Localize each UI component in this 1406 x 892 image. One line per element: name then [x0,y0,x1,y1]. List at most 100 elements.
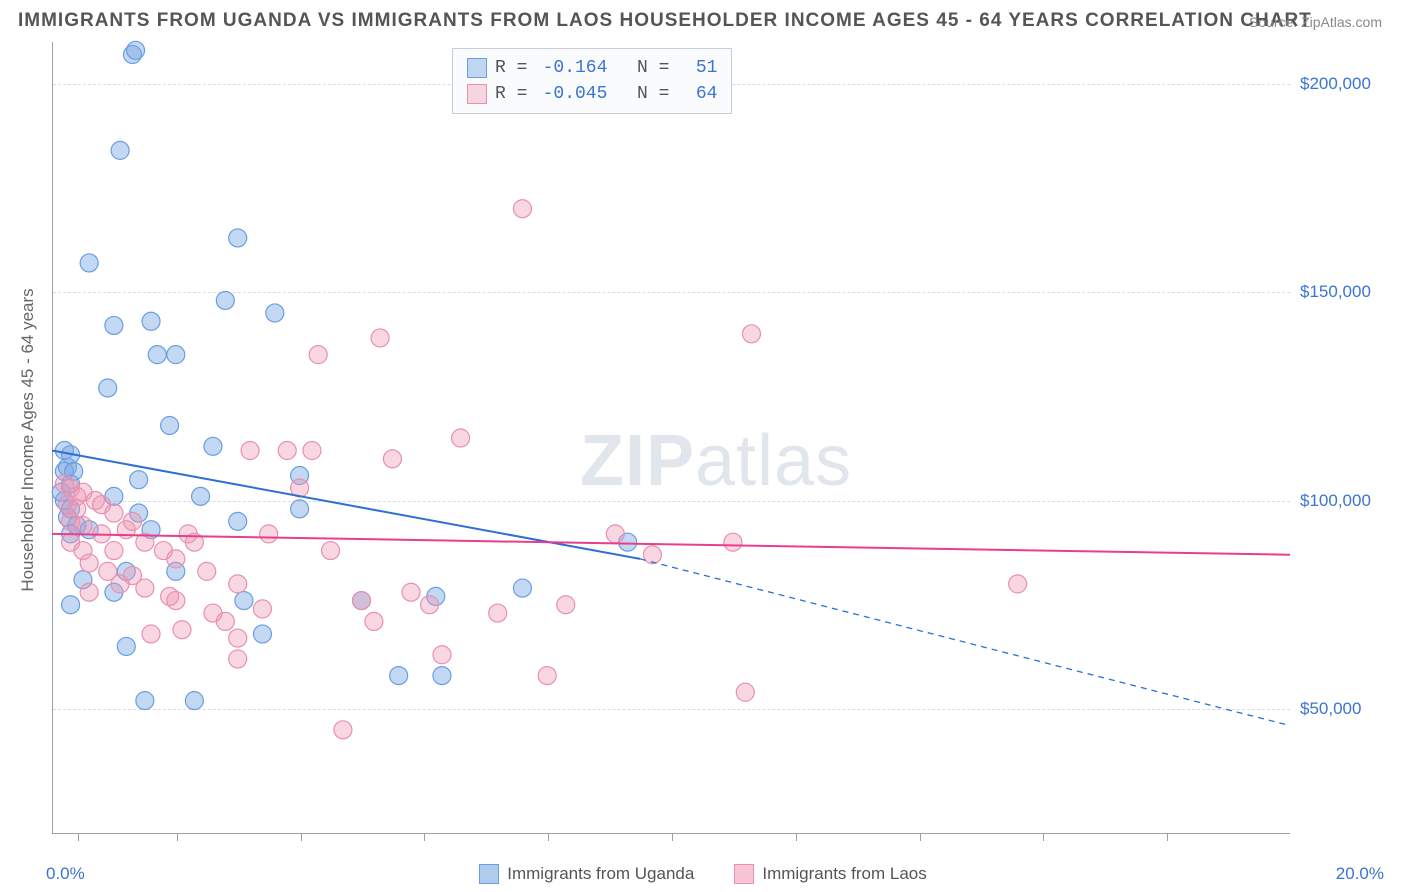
data-point [513,200,531,218]
legend-swatch [467,84,487,104]
data-point [229,512,247,530]
data-point [142,625,160,643]
y-tick-label: $50,000 [1300,699,1361,719]
data-point [229,229,247,247]
data-point [105,504,123,522]
n-value: 64 [677,84,717,104]
data-point [229,629,247,647]
watermark-bold: ZIP [580,421,695,501]
data-point [167,592,185,610]
data-point [80,583,98,601]
x-tick [548,833,549,841]
data-point [433,646,451,664]
data-point [229,575,247,593]
data-point [127,41,145,59]
data-point [161,416,179,434]
data-point [198,562,216,580]
data-point [111,141,129,159]
y-tick-label: $150,000 [1300,282,1371,302]
data-point [105,542,123,560]
x-tick [424,833,425,841]
data-point [241,442,259,460]
x-tick [796,833,797,841]
data-point [148,346,166,364]
data-point [322,542,340,560]
watermark-light: atlas [695,421,852,501]
data-point [253,625,271,643]
data-point [136,692,154,710]
legend-label: Immigrants from Laos [762,864,926,884]
data-point [371,329,389,347]
data-point [130,471,148,489]
data-point [433,667,451,685]
data-point [402,583,420,601]
data-point [309,346,327,364]
data-point [383,450,401,468]
legend-swatch [734,864,754,884]
n-value: 51 [677,58,717,78]
data-point [192,487,210,505]
data-point [229,650,247,668]
source-label: Source: ZipAtlas.com [1249,14,1382,30]
data-point [736,683,754,701]
data-point [452,429,470,447]
legend-item: Immigrants from Laos [734,864,926,884]
data-point [724,533,742,551]
y-axis-label: Householder Income Ages 45 - 64 years [18,288,38,591]
data-point [538,667,556,685]
data-point [204,437,222,455]
data-point [606,525,624,543]
data-point [513,579,531,597]
data-point [489,604,507,622]
data-point [742,325,760,343]
data-point [643,546,661,564]
data-point [74,517,92,535]
data-point [80,554,98,572]
legend-item: Immigrants from Uganda [479,864,694,884]
x-tick [301,833,302,841]
x-tick [177,833,178,841]
data-point [173,621,191,639]
n-label: N = [615,84,669,104]
legend-swatch [467,58,487,78]
n-label: N = [615,58,669,78]
legend-swatch [479,864,499,884]
y-tick-label: $100,000 [1300,491,1371,511]
data-point [266,304,284,322]
series-legend: Immigrants from Uganda Immigrants from La… [0,864,1406,884]
data-point [365,612,383,630]
x-tick [672,833,673,841]
data-point [278,442,296,460]
r-value: -0.045 [535,84,607,104]
r-value: -0.164 [535,58,607,78]
trend-line [52,534,1290,555]
data-point [142,312,160,330]
data-point [235,592,253,610]
chart-title: IMMIGRANTS FROM UGANDA VS IMMIGRANTS FRO… [18,10,1312,32]
data-point [253,600,271,618]
data-point [353,592,371,610]
trend-line-extrapolated [640,559,1290,726]
data-point [1009,575,1027,593]
data-point [390,667,408,685]
data-point [421,596,439,614]
data-point [260,525,278,543]
correlation-row: R = -0.045 N = 64 [467,81,717,107]
data-point [123,512,141,530]
data-point [291,500,309,518]
data-point [68,500,86,518]
data-point [303,442,321,460]
data-point [105,316,123,334]
data-point [99,379,117,397]
r-label: R = [495,84,527,104]
correlation-row: R = -0.164 N = 51 [467,55,717,81]
data-point [117,637,135,655]
correlation-legend: R = -0.164 N = 51R = -0.045 N = 64 [452,48,732,114]
y-tick-label: $200,000 [1300,74,1371,94]
x-tick [1167,833,1168,841]
r-label: R = [495,58,527,78]
data-point [557,596,575,614]
data-point [80,254,98,272]
x-tick [78,833,79,841]
x-tick [1043,833,1044,841]
